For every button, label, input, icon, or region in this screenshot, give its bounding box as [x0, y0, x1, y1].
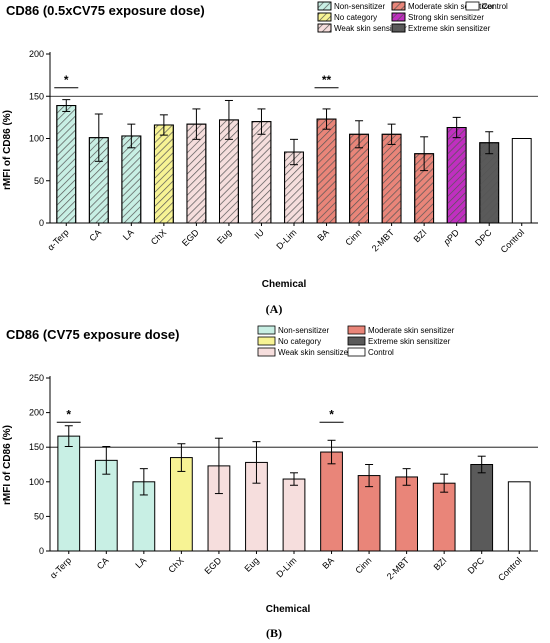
- panel-b-legend-swatch: [257, 325, 276, 335]
- panel-b-bar: [57, 435, 81, 552]
- panel-a-y-tick-label: 100: [29, 134, 44, 144]
- panel-b-y-tick-label: 250: [29, 373, 44, 383]
- panel-a-bar-hatch: [479, 142, 500, 224]
- panel-b-y-tick-label: 150: [29, 442, 44, 452]
- panel-a-x-tick-label: pPD: [441, 227, 462, 248]
- panel-b-bar: [395, 476, 419, 552]
- panel-a-legend-swatch-hatch: [391, 23, 406, 33]
- panel-a-legend-label: Weak skin sensitizer: [334, 24, 407, 33]
- panel-a-xlabel: Chemical: [262, 279, 307, 290]
- panel-b-ylabel: rMFI of CD86 (%): [2, 425, 13, 505]
- panel-b-x-tick-label: BZI: [432, 555, 449, 572]
- panel-a-x-tick-label: ChX: [149, 227, 168, 246]
- panel-a-legend-swatch-hatch: [391, 12, 406, 22]
- panel-a-legend-swatch-hatch: [317, 23, 332, 33]
- panel-a-x-tick-label: 2-MBT: [370, 227, 397, 254]
- panel-b-y-tick-label: 0: [39, 546, 44, 556]
- panel-a-x-tick-label: IU: [252, 227, 265, 240]
- panel-b-significance-label: *: [66, 407, 71, 421]
- panel-b-x-tick-label: DPC: [466, 555, 487, 576]
- panel-b-bar: [507, 481, 531, 552]
- panel-b-bar: [282, 478, 306, 552]
- panel-a-y-tick-label: 200: [29, 49, 44, 59]
- panel-a-legend-label: Control: [482, 2, 508, 11]
- panel-b-legend-swatch: [257, 347, 276, 357]
- panel-b-significance-label: *: [329, 407, 334, 421]
- panel-a-label: (A): [266, 302, 283, 316]
- panel-b-x-tick-label: Cinn: [353, 555, 373, 575]
- panel-b-legend-label: Extreme skin sensitizer: [368, 337, 451, 346]
- panel-a-bar-hatch: [121, 135, 142, 224]
- panel-a-legend-label: Strong skin sensitizer: [408, 13, 484, 22]
- panel-b-legend-swatch: [347, 336, 366, 346]
- panel-b-x-tick-label: α-Terp: [48, 555, 73, 580]
- panel-a-legend-swatch-hatch: [317, 12, 332, 22]
- panel-a-x-tick-label: BZI: [412, 227, 429, 244]
- panel-b-bar: [470, 464, 494, 552]
- panel-a-significance-label: *: [64, 73, 69, 87]
- panel-b-bar: [320, 451, 343, 552]
- panel-b-x-tick-label: ChX: [166, 555, 185, 574]
- panel-a-bar-hatch: [251, 121, 272, 224]
- panel-b-x-tick-label: D-Lim: [274, 555, 298, 579]
- panel-b-y-tick-label: 100: [29, 477, 44, 487]
- panel-a-title: CD86 (0.5xCV75 exposure dose): [6, 3, 205, 18]
- panel-a-legend-swatch-hatch: [391, 1, 406, 11]
- panel-a-y-tick-label: 150: [29, 91, 44, 101]
- panel-a-y-tick-label: 50: [34, 176, 44, 186]
- panel-a-x-tick-label: BA: [315, 227, 331, 243]
- panel-b-chart: 0 50 100 150 200 250 α-Terp CA LA ChX EGD Eug D-Lim B…: [29, 325, 538, 583]
- panel-b-label: (B): [266, 626, 282, 640]
- panel-b-legend-swatch: [257, 336, 276, 346]
- panel-b-legend-label: Control: [368, 348, 394, 357]
- panel-a-x-tick-label: Eug: [215, 227, 233, 245]
- panel-b-legend-label: Moderate skin sensitizer: [368, 326, 455, 335]
- panel-a-bar-hatch: [316, 118, 337, 224]
- panel-a-bar-hatch: [153, 124, 174, 224]
- panel-b-bar: [432, 482, 456, 552]
- panel-b-legend-label: No category: [278, 337, 321, 346]
- panel-a-legend-label: No category: [334, 13, 377, 22]
- panel-a-x-tick-label: CA: [87, 227, 103, 243]
- panel-b-xlabel: Chemical: [266, 604, 311, 615]
- panel-b-y-tick-label: 50: [34, 511, 44, 521]
- panel-b-legend-label: Weak skin sensitizer: [278, 348, 351, 357]
- panel-a-bar-hatch: [381, 133, 402, 224]
- panel-a-x-tick-label: α-Terp: [45, 227, 70, 252]
- panel-a-chart: 0 50 100 150 200 α-Terp CA LA ChX EGD Eug IU D-Lim BA…: [29, 1, 538, 255]
- panel-b-legend-swatch: [347, 325, 366, 335]
- panel-a-bar-hatch: [446, 127, 467, 224]
- panel-a-x-tick-label: EGD: [180, 227, 201, 248]
- panel-a-significance-label: **: [322, 73, 332, 87]
- panel-b-legend-label: Non-sensitizer: [278, 326, 329, 335]
- panel-a-x-tick-label: D-Lim: [274, 227, 298, 251]
- panel-b-x-tick-label: LA: [133, 555, 148, 570]
- panel-b-legend-swatch: [347, 347, 366, 357]
- panel-a-legend-label: Moderate skin sensitizer: [408, 2, 495, 11]
- panel-b-title: CD86 (CV75 exposure dose): [6, 327, 179, 342]
- panel-a-legend-swatch-hatch: [317, 1, 332, 11]
- panel-a-bar-hatch: [56, 105, 77, 224]
- panel-a-x-tick-label: DPC: [473, 227, 494, 248]
- panel-a-x-tick-label: LA: [121, 227, 136, 242]
- panel-b-x-tick-label: EGD: [202, 555, 223, 576]
- panel-b-x-tick-label: 2-MBT: [385, 555, 412, 582]
- panel-a-legend-swatch: [465, 1, 480, 11]
- panel-a-x-tick-label: Control: [499, 227, 527, 255]
- panel-b-x-tick-label: Control: [496, 555, 524, 583]
- panel-b-x-tick-label: BA: [320, 555, 336, 571]
- panel-b-x-tick-label: CA: [95, 555, 111, 571]
- panel-b-x-tick-label: Eug: [242, 555, 260, 573]
- panel-a-ylabel: rMFI of CD86 (%): [2, 110, 13, 190]
- panel-a-legend-label: Extreme skin sensitizer: [408, 24, 491, 33]
- panel-b-y-tick-label: 200: [29, 408, 44, 418]
- panel-a-y-tick-label: 0: [39, 218, 44, 228]
- panel-a-bar: [511, 138, 532, 224]
- panel-a-x-tick-label: Cinn: [343, 227, 363, 247]
- panel-a-legend-label: Non-sensitizer: [334, 2, 385, 11]
